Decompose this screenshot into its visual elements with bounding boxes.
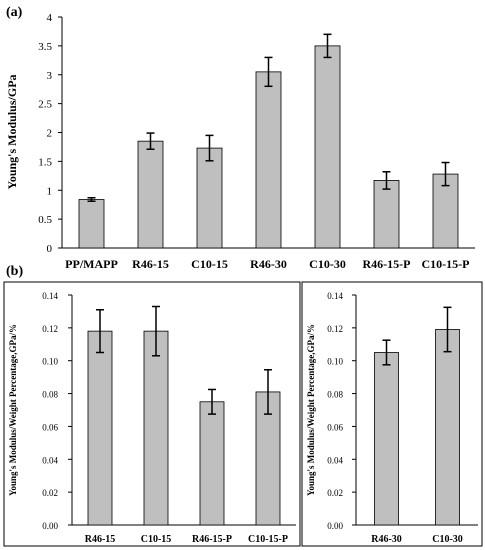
y-axis-label: Young's Modulus/Weight Percentage,GPa/% — [306, 324, 316, 496]
y-tick-label: 2 — [47, 128, 53, 140]
y-tick-label: 0.08 — [42, 390, 58, 400]
y-tick-label: 0.02 — [327, 488, 343, 498]
x-category-label: R46-30 — [250, 257, 287, 271]
panel-b-right-frame — [301, 281, 483, 547]
y-tick-label: 3 — [47, 70, 53, 82]
y-tick-label: 0.02 — [42, 488, 58, 498]
y-axis-label: Young's Modulus/GPa — [5, 74, 19, 189]
bar-c10-15-p — [255, 391, 281, 526]
x-category-label: R46-15-P — [192, 534, 232, 545]
bar-c10-15 — [143, 330, 169, 526]
bar-r46-15 — [137, 140, 164, 249]
y-tick-label: 0.12 — [327, 324, 343, 334]
y-tick-label: 0.00 — [42, 521, 58, 531]
y-tick-label: 2.5 — [38, 99, 52, 111]
y-tick-label: 0.10 — [327, 357, 343, 367]
panel-label-b: (b) — [6, 264, 23, 279]
y-tick-label: 3.5 — [38, 41, 52, 53]
y-tick-label: 0.08 — [327, 390, 343, 400]
x-category-label: C10-15-P — [422, 257, 470, 271]
y-tick-label: 0.5 — [38, 214, 52, 226]
x-category-label: R46-15 — [132, 257, 169, 271]
y-tick-label: 4 — [47, 12, 53, 24]
y-tick-label: 0.04 — [327, 455, 343, 465]
chart-a-youngs-modulus: 0 0.5 1 1.5 2 2.5 3 3.5 4 PP/MAPP R46-15 C10-15 R46-… — [5, 12, 475, 271]
chart-b-left-modulus-per-weight: 0.00 0.02 0.04 0.06 0.08 0.10 0.12 0.14 R46-15 C1… — [8, 291, 296, 545]
y-tick-label: 0.04 — [42, 455, 58, 465]
y-tick-label: 1 — [47, 185, 53, 197]
y-tick-label: 0.10 — [42, 357, 58, 367]
y-tick-label: 0.06 — [42, 422, 58, 432]
bar-r46-15 — [87, 330, 113, 526]
bar-c10-15-p — [432, 173, 459, 249]
y-tick-label: 0.14 — [327, 291, 343, 301]
x-category-label: C10-30 — [432, 534, 463, 545]
bar-r46-30 — [374, 352, 399, 526]
x-category-label: R46-15 — [85, 534, 116, 545]
y-tick-label: 0.12 — [42, 324, 58, 334]
y-tick-label: 0.00 — [327, 521, 343, 531]
bar-r46-30 — [255, 71, 282, 249]
x-category-label: PP/MAPP — [65, 257, 118, 271]
bar-r46-15-p — [199, 401, 225, 526]
y-tick-label: 0 — [47, 243, 53, 255]
bar-pp-mapp — [78, 199, 105, 249]
bar-r46-15-p — [373, 180, 400, 249]
y-tick-label: 1.5 — [38, 156, 52, 168]
panel-label-a: (a) — [6, 5, 23, 20]
x-category-label: C10-15 — [191, 257, 228, 271]
x-category-label: C10-30 — [309, 257, 346, 271]
bar-c10-30 — [435, 329, 460, 526]
x-category-label: C10-15-P — [248, 534, 288, 545]
y-axis-label: Young's Modulus/Weight Percentage,GPa/% — [8, 324, 18, 496]
y-tick-label: 0.14 — [42, 291, 58, 301]
chart-b-right-modulus-per-weight: 0.00 0.02 0.04 0.06 0.08 0.10 0.12 0.14 R46-30 C1… — [306, 291, 478, 545]
x-category-label: R46-15-P — [363, 257, 411, 271]
y-tick-label: 0.06 — [327, 422, 343, 432]
x-category-label: R46-30 — [371, 534, 402, 545]
panel-b-left-frame — [3, 281, 301, 547]
bar-c10-15 — [196, 147, 223, 249]
x-category-label: C10-15 — [141, 534, 172, 545]
bar-c10-30 — [314, 45, 341, 249]
